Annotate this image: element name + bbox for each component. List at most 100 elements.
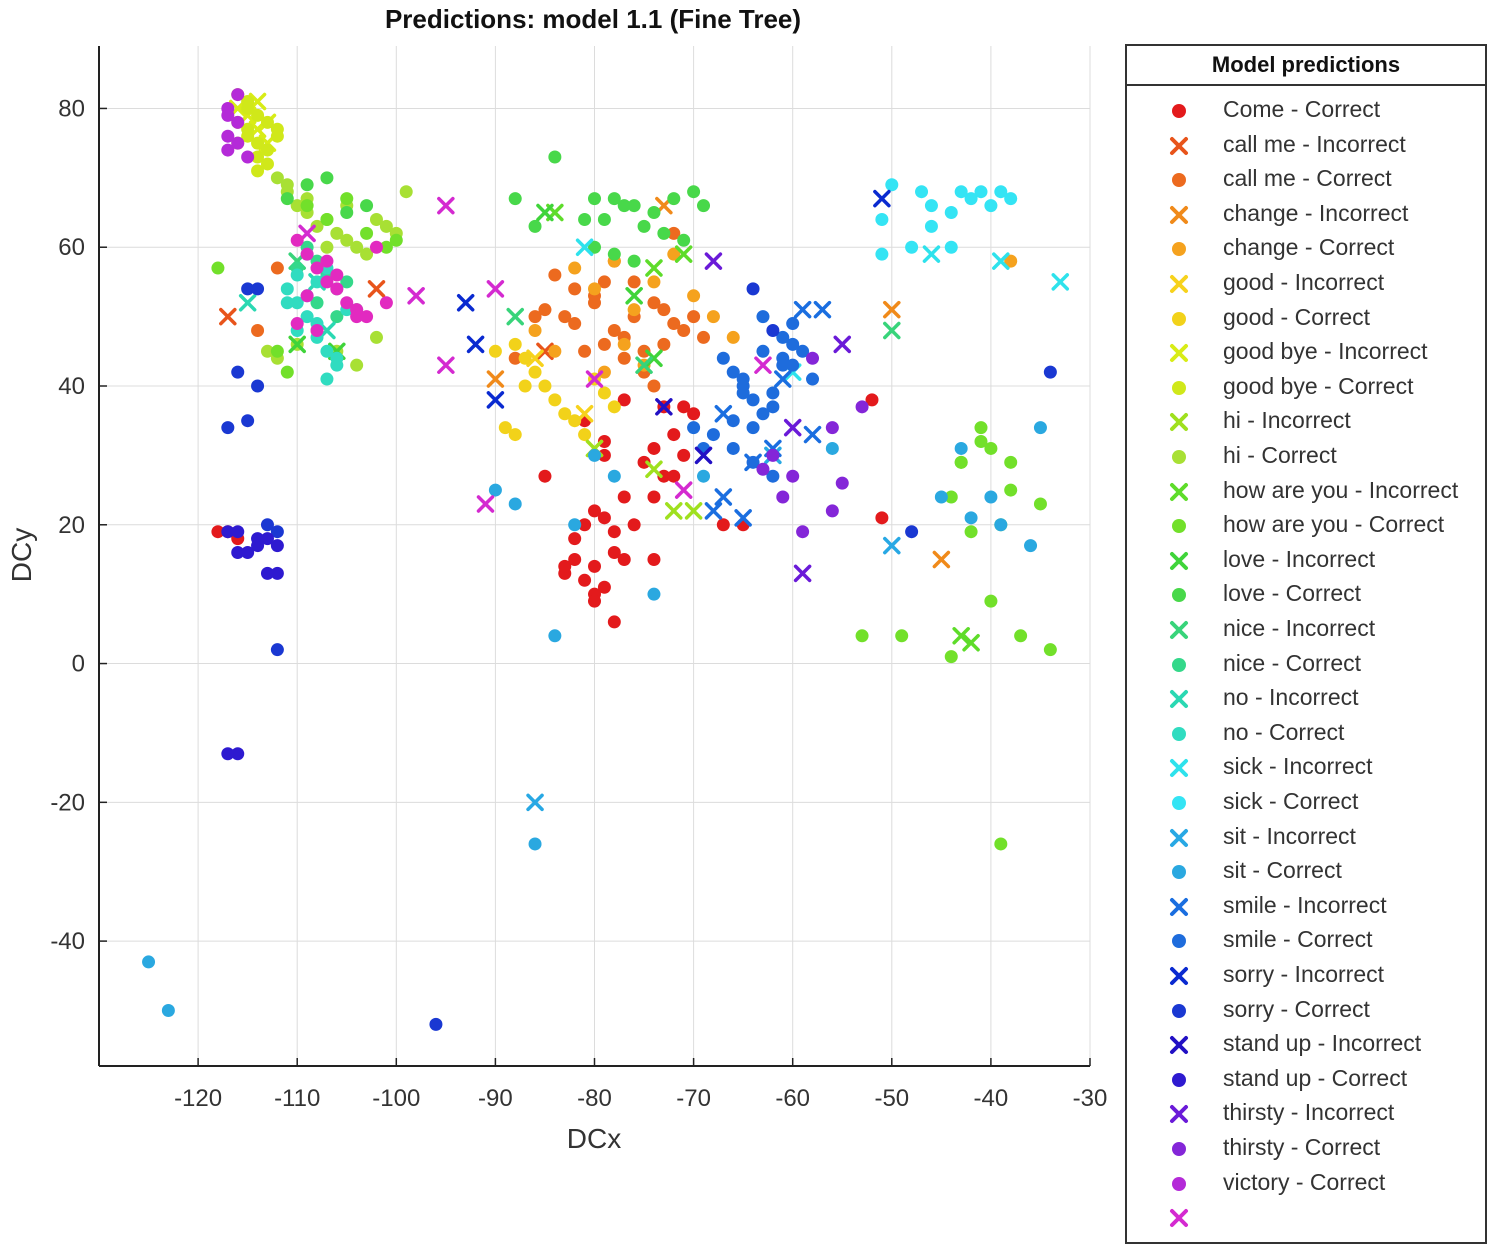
dot bbox=[1172, 657, 1186, 672]
legend-dot-marker-icon bbox=[1172, 311, 1186, 326]
data-point bbox=[161, 1003, 175, 1017]
data-point bbox=[607, 469, 621, 483]
data-point-x bbox=[486, 370, 505, 388]
legend-label: victory - Correct bbox=[1223, 1168, 1386, 1195]
data-point-x bbox=[635, 356, 653, 374]
data-point-x bbox=[486, 280, 505, 298]
data-point bbox=[588, 192, 601, 206]
x-stroke bbox=[932, 550, 951, 569]
legend-x-marker-icon bbox=[1170, 967, 1188, 985]
legend-item: sorry - Incorrect bbox=[1127, 959, 1485, 993]
legend-item: how are you - Incorrect bbox=[1127, 475, 1485, 509]
data-point bbox=[1014, 629, 1028, 643]
data-point-x bbox=[1051, 273, 1070, 291]
data-point bbox=[280, 192, 294, 206]
data-point bbox=[379, 296, 393, 310]
data-point bbox=[726, 330, 740, 344]
legend-x-marker-icon bbox=[1170, 136, 1188, 155]
data-point bbox=[865, 393, 879, 407]
data-point bbox=[568, 282, 582, 296]
data-point bbox=[340, 296, 354, 310]
data-point bbox=[270, 344, 284, 358]
data-point-x bbox=[625, 287, 643, 305]
data-point-x bbox=[456, 293, 475, 312]
data-point bbox=[617, 490, 631, 504]
x-stroke bbox=[506, 307, 524, 326]
data-point bbox=[627, 254, 641, 268]
legend-dot-marker-icon bbox=[1172, 1176, 1186, 1191]
legend-dot-marker-icon bbox=[1172, 519, 1186, 534]
data-point bbox=[360, 247, 374, 261]
data-point bbox=[241, 150, 255, 164]
x-stroke bbox=[684, 502, 703, 520]
data-point bbox=[270, 525, 284, 539]
data-point bbox=[231, 136, 245, 150]
data-point bbox=[964, 525, 978, 539]
data-point bbox=[726, 441, 740, 455]
data-point bbox=[944, 650, 958, 664]
x-tick-label: -60 bbox=[775, 1085, 810, 1112]
data-point bbox=[260, 157, 274, 171]
data-point bbox=[290, 268, 304, 282]
dot bbox=[1172, 519, 1186, 534]
data-point bbox=[637, 344, 651, 358]
data-point bbox=[300, 289, 314, 303]
x-stroke bbox=[1170, 205, 1188, 224]
x-stroke bbox=[734, 509, 752, 527]
legend-item: stand up - Correct bbox=[1127, 1063, 1485, 1097]
data-point bbox=[251, 532, 265, 546]
data-point bbox=[260, 566, 274, 580]
data-point bbox=[231, 365, 245, 379]
data-point bbox=[647, 441, 661, 455]
legend-dot-marker-icon bbox=[1172, 934, 1186, 949]
dot bbox=[1172, 173, 1186, 188]
data-point bbox=[270, 261, 284, 275]
data-point-x bbox=[873, 189, 891, 208]
data-point bbox=[736, 372, 750, 386]
data-point bbox=[637, 219, 651, 233]
legend-x-marker-icon bbox=[1170, 1036, 1188, 1055]
data-point bbox=[994, 185, 1008, 199]
legend-item: call me - Incorrect bbox=[1127, 129, 1485, 163]
data-point bbox=[835, 476, 849, 490]
x-stroke bbox=[526, 349, 544, 367]
data-point bbox=[251, 108, 265, 122]
data-point bbox=[825, 504, 839, 518]
x-stroke bbox=[219, 307, 237, 326]
data-point-x bbox=[754, 356, 772, 374]
data-point-x bbox=[526, 349, 544, 367]
dot bbox=[1172, 242, 1186, 257]
data-point bbox=[974, 435, 988, 449]
data-point bbox=[280, 365, 294, 379]
data-point bbox=[806, 372, 820, 386]
x-stroke bbox=[833, 335, 851, 354]
data-point bbox=[597, 580, 611, 594]
data-point bbox=[786, 358, 800, 372]
x-tick-label: -40 bbox=[974, 1085, 1009, 1112]
data-point bbox=[588, 559, 601, 573]
data-point bbox=[915, 185, 929, 199]
data-point bbox=[221, 129, 235, 143]
data-point bbox=[548, 344, 562, 358]
data-point bbox=[1043, 643, 1057, 657]
data-point bbox=[320, 275, 334, 289]
data-point bbox=[310, 296, 324, 310]
data-point bbox=[716, 518, 730, 532]
data-point bbox=[260, 532, 274, 546]
data-point bbox=[310, 261, 324, 275]
data-point bbox=[984, 441, 998, 455]
data-point bbox=[994, 837, 1008, 851]
data-point bbox=[617, 199, 631, 213]
data-point bbox=[597, 386, 611, 400]
data-point bbox=[558, 559, 572, 573]
data-point-x bbox=[674, 481, 693, 499]
data-point bbox=[558, 310, 572, 324]
x-stroke bbox=[803, 425, 822, 444]
data-point bbox=[290, 233, 304, 247]
data-point-x bbox=[238, 293, 257, 312]
legend-label: call me - Incorrect bbox=[1223, 130, 1406, 157]
data-point bbox=[578, 573, 592, 587]
data-point bbox=[647, 296, 661, 310]
x-stroke bbox=[645, 349, 663, 367]
legend-label: smile - Correct bbox=[1223, 926, 1373, 953]
